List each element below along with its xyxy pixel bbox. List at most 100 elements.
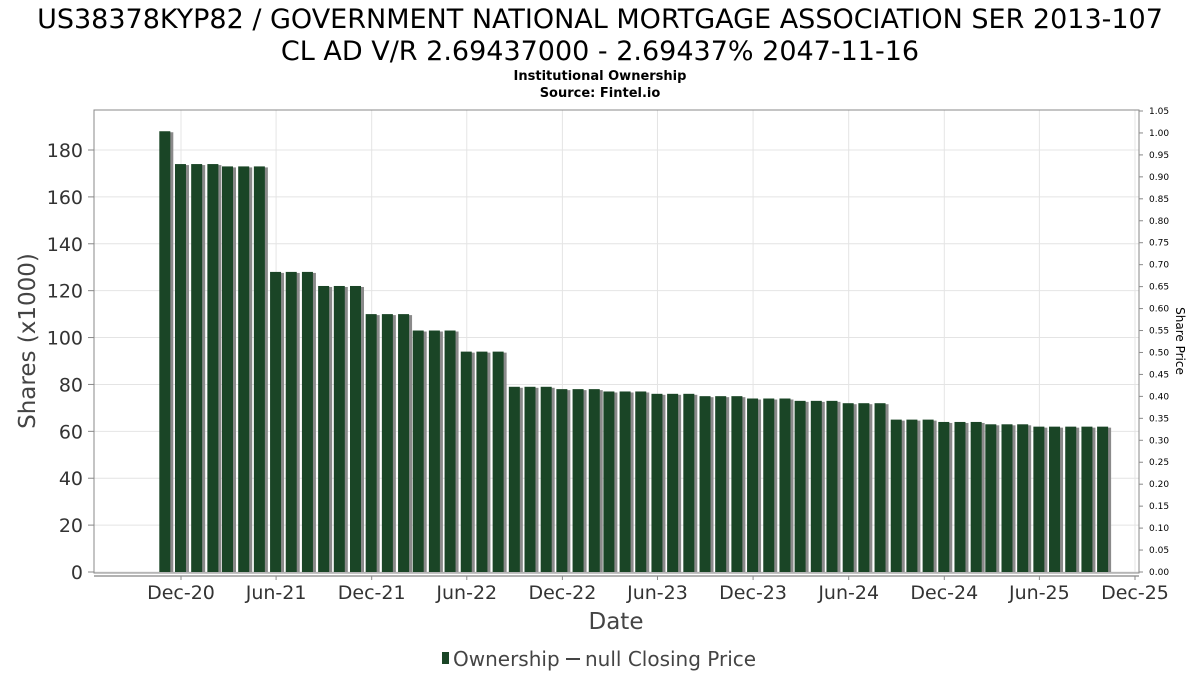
- ownership-bar: [938, 421, 950, 572]
- right-tick-label: 0.05: [1149, 546, 1169, 556]
- ownership-bar: [333, 285, 345, 572]
- ownership-bar: [619, 391, 631, 572]
- right-tick-label: 0.55: [1149, 327, 1169, 337]
- ownership-bar: [588, 389, 600, 572]
- ownership-bar: [428, 330, 440, 572]
- y-axis-title: Shares (x1000): [15, 253, 41, 429]
- ownership-bar: [349, 285, 361, 572]
- ownership-bar: [635, 391, 647, 572]
- ownership-bar: [651, 393, 663, 572]
- ownership-bar: [747, 398, 759, 572]
- ownership-bar: [1033, 426, 1045, 572]
- right-tick-label: 0.25: [1149, 458, 1169, 468]
- x-tick-label: Jun-21: [245, 582, 307, 604]
- x-tick-label: Dec-21: [338, 582, 406, 604]
- ownership-bar: [191, 164, 203, 573]
- ownership-bar: [985, 424, 997, 572]
- right-tick-label: 0.80: [1149, 217, 1169, 227]
- y-tick-label: 100: [47, 328, 83, 350]
- right-tick-label: 1.00: [1149, 129, 1169, 139]
- x-tick-label: Jun-22: [435, 582, 497, 604]
- ownership-bar: [1049, 426, 1061, 572]
- y-tick-label: 40: [59, 468, 83, 490]
- ownership-bar: [667, 393, 679, 572]
- right-tick-label: 0.90: [1149, 173, 1169, 183]
- chart-subtitle-source: Source: Fintel.io: [540, 86, 661, 101]
- ownership-bar: [970, 421, 982, 572]
- ownership-bar: [874, 403, 886, 572]
- ownership-bar: [556, 389, 568, 572]
- chart-title-line-2: CL AD V/R 2.69437000 - 2.69437% 2047-11-…: [281, 36, 919, 67]
- right-tick-label: 0.35: [1149, 414, 1169, 424]
- y-tick-label: 20: [59, 515, 83, 537]
- right-tick-label: 0.20: [1149, 480, 1169, 490]
- ownership-bar: [159, 131, 171, 572]
- ownership-bar: [683, 393, 695, 572]
- ownership-bar: [794, 400, 806, 572]
- chart-title-line-1: US38378KYP82 / GOVERNMENT NATIONAL MORTG…: [37, 4, 1163, 35]
- ownership-bar: [1017, 424, 1029, 572]
- ownership-bar: [318, 285, 330, 572]
- y-tick-label: 120: [47, 281, 83, 303]
- ownership-bar: [858, 403, 870, 572]
- ownership-bar: [954, 421, 966, 572]
- ownership-bar: [699, 396, 711, 572]
- right-tick-label: 0.95: [1149, 151, 1169, 161]
- right-axis-title: Share Price: [1173, 307, 1187, 375]
- right-tick-label: 1.05: [1149, 107, 1169, 117]
- y-tick-label: 180: [47, 140, 83, 162]
- plot-area-border: [93, 109, 1140, 574]
- right-tick-label: 0.15: [1149, 502, 1169, 512]
- ownership-bar: [508, 386, 520, 572]
- ownership-bar: [270, 271, 282, 572]
- ownership-bar: [1065, 426, 1077, 572]
- ownership-bar: [715, 396, 727, 572]
- ownership-bar: [381, 314, 393, 572]
- legend: Ownership null Closing Price: [442, 647, 756, 671]
- right-tick-label: 0.45: [1149, 370, 1169, 380]
- ownership-bar: [731, 396, 743, 572]
- x-tick-label: Dec-24: [910, 582, 978, 604]
- ownership-bar: [301, 271, 313, 572]
- right-tick-label: 0.40: [1149, 392, 1169, 402]
- legend-ownership-swatch: [442, 652, 449, 664]
- ownership-bar: [922, 419, 934, 572]
- ownership-bar: [207, 164, 219, 573]
- ownership-bar: [890, 419, 902, 572]
- y-axis-ticks: 0 20 40 60 80 100 120 140 160 180: [47, 140, 94, 584]
- right-tick-label: 0.70: [1149, 261, 1169, 271]
- ownership-bar: [174, 164, 186, 573]
- bars-group: [159, 131, 1112, 573]
- ownership-bar: [1001, 424, 1013, 572]
- ownership-bar: [603, 391, 615, 572]
- x-axis-ticks: Dec-20 Jun-21 Dec-21 Jun-22 Dec-22 Jun-23 Dec-…: [147, 576, 1169, 604]
- ownership-bar: [460, 351, 472, 572]
- right-tick-label: 0.30: [1149, 436, 1169, 446]
- y-tick-label: 160: [47, 187, 83, 209]
- ownership-bar: [1097, 426, 1109, 572]
- ownership-bar: [492, 351, 504, 572]
- right-tick-label: 0.60: [1149, 305, 1169, 315]
- x-tick-label: Jun-23: [626, 582, 688, 604]
- x-axis-title: Date: [589, 609, 644, 635]
- x-tick-label: Dec-20: [147, 582, 215, 604]
- ownership-bar: [238, 166, 250, 572]
- right-tick-label: 0.65: [1149, 283, 1169, 293]
- ownership-bar: [1081, 426, 1093, 572]
- y-tick-label: 140: [47, 234, 83, 256]
- ownership-bar: [221, 166, 233, 572]
- ownership-bar: [412, 330, 424, 572]
- ownership-bar: [285, 271, 297, 572]
- ownership-bar: [476, 351, 488, 572]
- ownership-bar: [540, 386, 552, 572]
- ownership-bar: [810, 400, 822, 572]
- y-tick-label: 60: [59, 421, 83, 443]
- x-tick-label: Dec-23: [719, 582, 787, 604]
- legend-ownership-label: Ownership: [453, 647, 560, 671]
- y-tick-label: 80: [59, 374, 83, 396]
- chart-subtitle-ownership: Institutional Ownership: [514, 69, 687, 84]
- right-tick-label: 0.75: [1149, 239, 1169, 249]
- ownership-bar: [444, 330, 456, 572]
- ownership-bar: [524, 386, 536, 572]
- x-tick-label: Dec-22: [528, 582, 596, 604]
